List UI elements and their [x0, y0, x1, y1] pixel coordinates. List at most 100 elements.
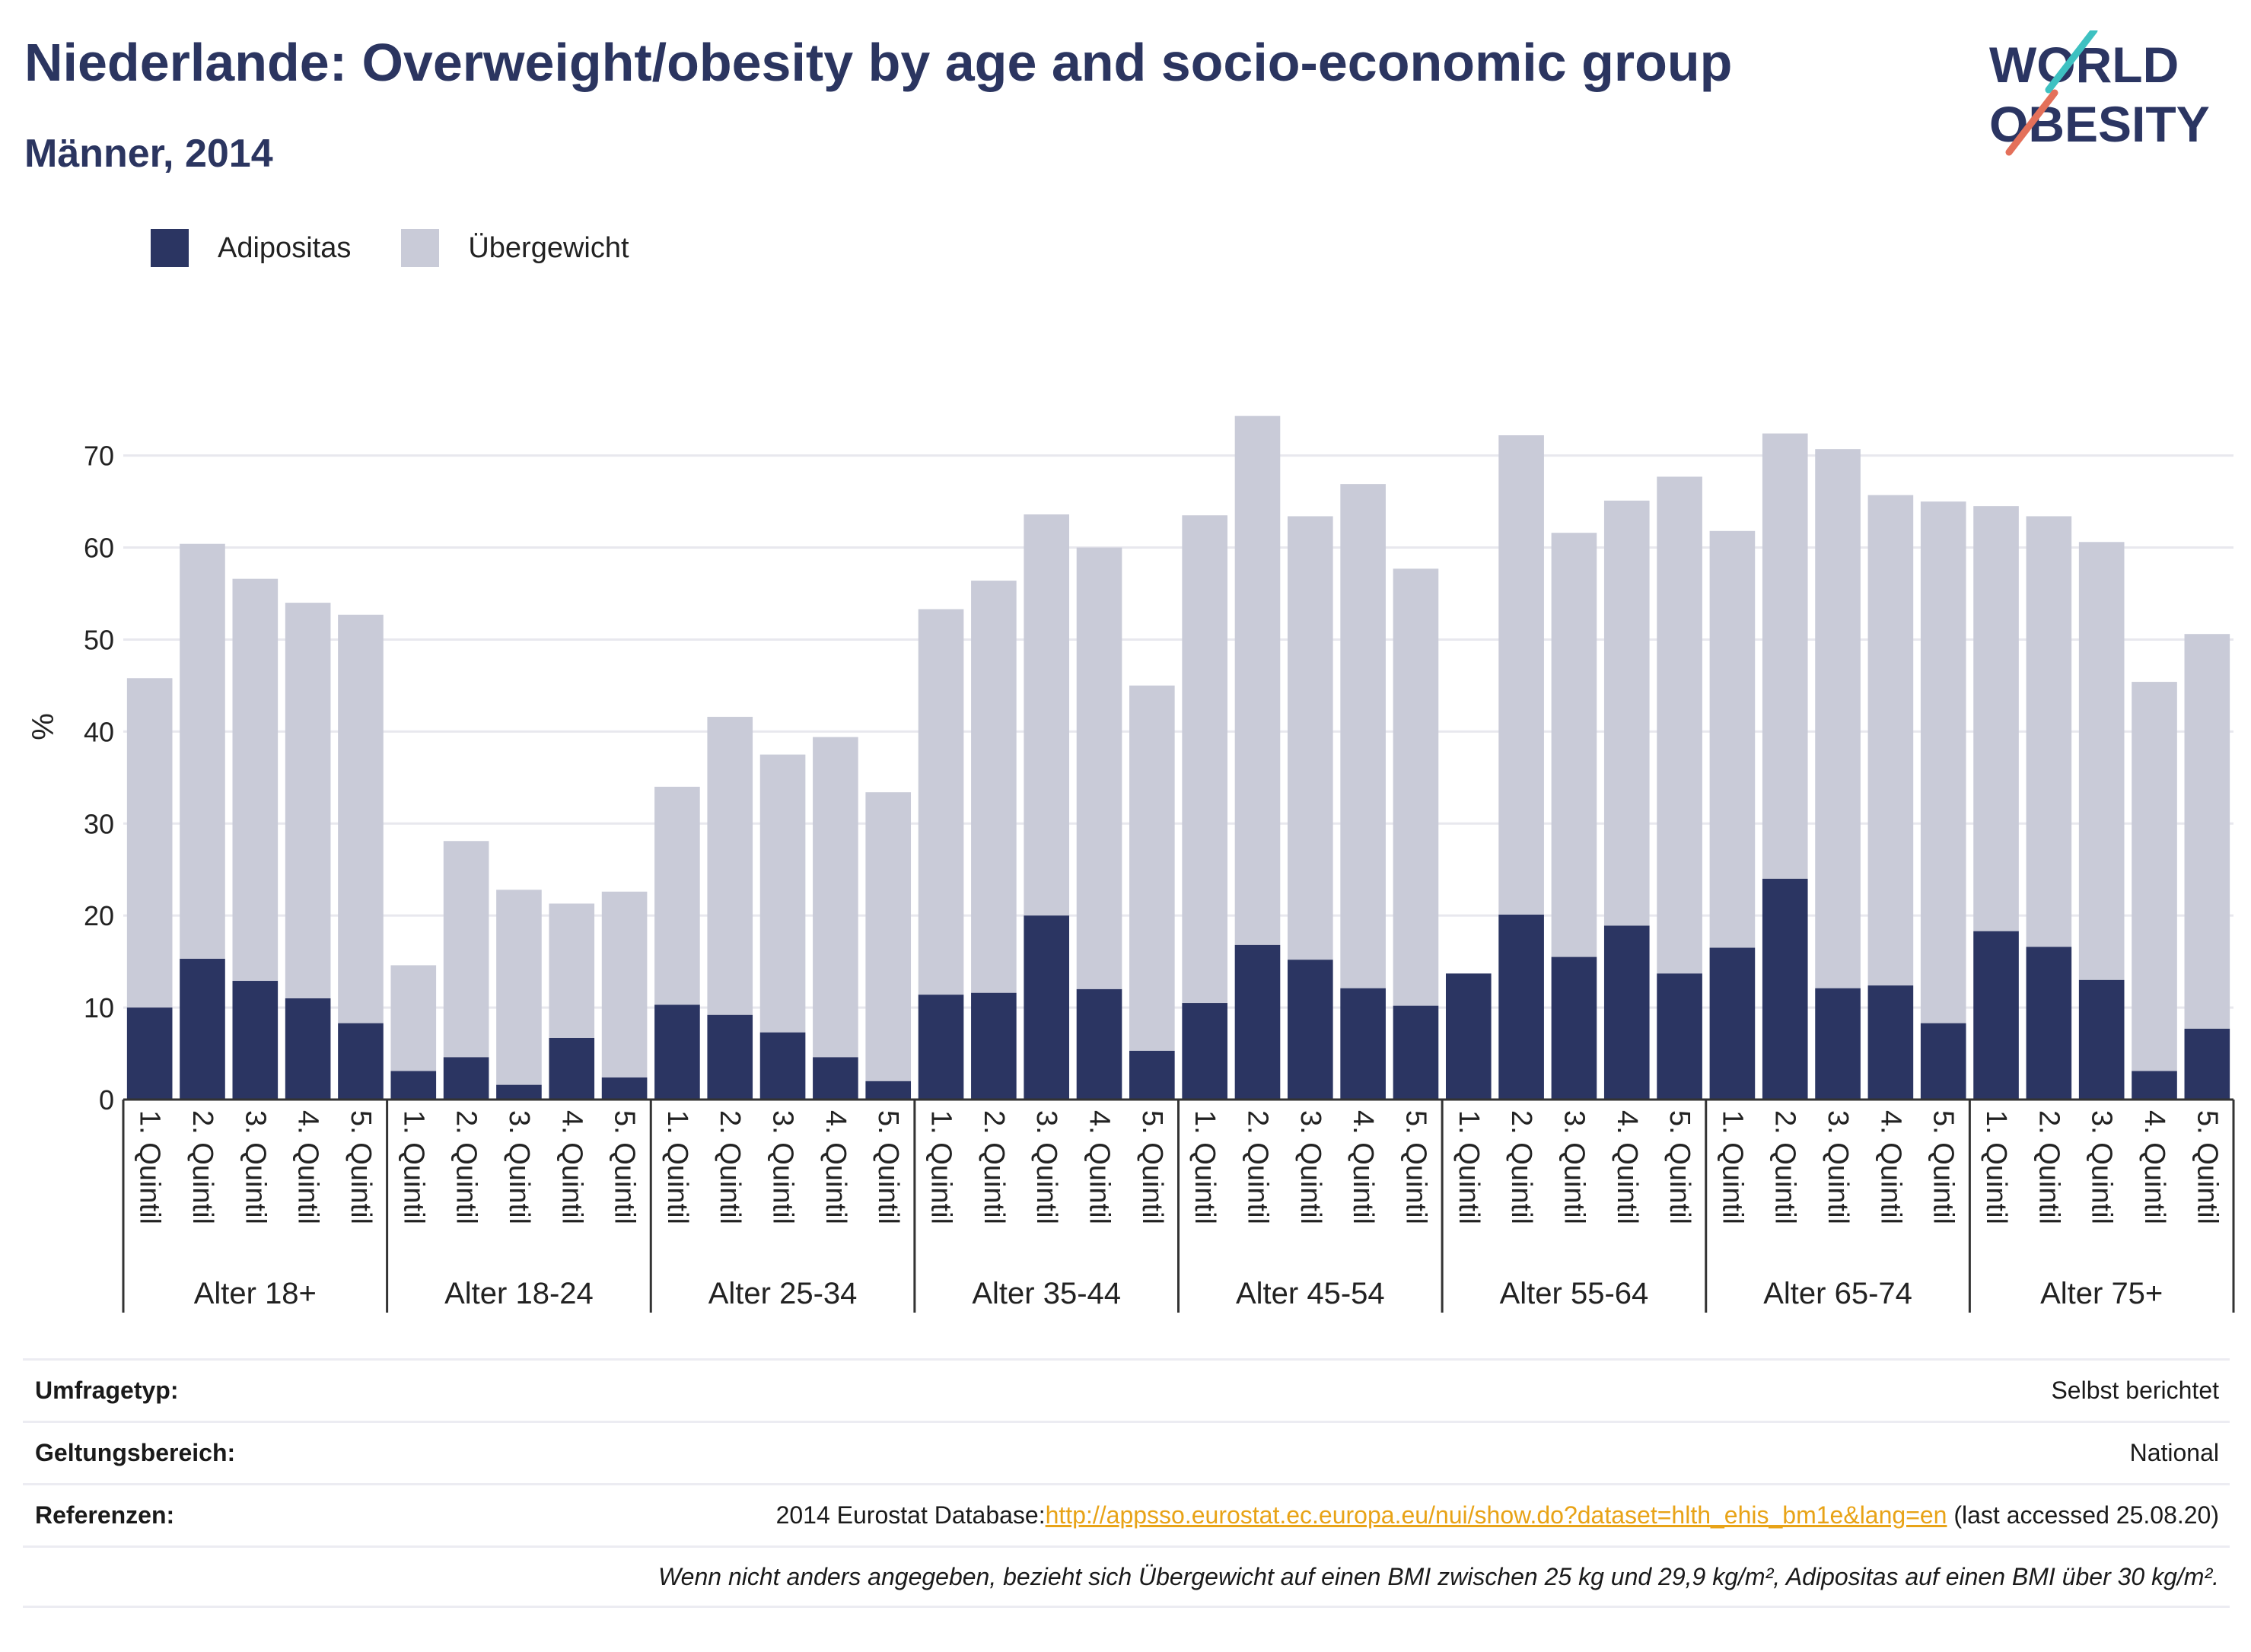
- x-tick-label: 3. Quintil: [1558, 1110, 1590, 1224]
- x-tick-label: 3. Quintil: [503, 1110, 535, 1224]
- bar-obesity: [1182, 1003, 1227, 1100]
- bar-obesity: [2184, 1028, 2230, 1100]
- bar-obesity: [338, 1023, 384, 1100]
- ref-prefix: 2014 Eurostat Database:: [775, 1501, 1046, 1529]
- bar-obesity: [126, 1007, 173, 1100]
- x-tick-label: 1. Quintil: [397, 1110, 429, 1224]
- scope-label: Geltungsbereich:: [35, 1439, 236, 1466]
- x-tick-label: 3. Quintil: [239, 1110, 271, 1224]
- ref-suffix: (last accessed 25.08.20): [1947, 1501, 2219, 1529]
- bar-obesity: [2078, 979, 2125, 1100]
- bar-obesity: [1867, 985, 1914, 1100]
- legend-label-overweight: Übergewicht: [468, 231, 629, 264]
- bar-obesity: [1603, 925, 1650, 1100]
- bar-obesity: [1762, 878, 1808, 1100]
- x-tick-label: 5. Quintil: [872, 1110, 904, 1224]
- definition-note: Wenn nicht anders angegeben, bezieht sic…: [658, 1562, 2219, 1590]
- bar-overweight: [865, 792, 912, 1081]
- bar-obesity: [390, 1071, 437, 1100]
- group-label: Alter 18+: [194, 1277, 317, 1310]
- bar-obesity: [1551, 957, 1597, 1100]
- x-tick-label: 2. Quintil: [186, 1110, 218, 1224]
- bar-obesity: [601, 1077, 648, 1100]
- info-row-survey: Umfragetyp: Selbst berichtet: [23, 1358, 2230, 1421]
- ref-link[interactable]: http://appsso.eurostat.ec.europa.eu/nui/…: [1045, 1501, 1947, 1529]
- x-tick-label: 2. Quintil: [714, 1110, 746, 1224]
- bar-chart: 0 10 20 30 40 50 60 70% 1. Quintil 2. Quintil 3. Q…: [27, 415, 2235, 1313]
- x-tick-label: 5. Quintil: [1136, 1110, 1168, 1224]
- bar-obesity: [443, 1057, 489, 1100]
- bar-obesity: [2026, 947, 2072, 1100]
- bar-obesity: [1288, 960, 1333, 1100]
- bar-overweight: [285, 603, 331, 998]
- x-tick-label: 1. Quintil: [1716, 1110, 1748, 1224]
- y-tick-label: 10: [84, 992, 114, 1023]
- bar-obesity: [1445, 973, 1492, 1100]
- y-tick-label: 40: [84, 716, 114, 747]
- x-tick-label: 3. Quintil: [1822, 1110, 1854, 1224]
- x-tick-label: 2. Quintil: [451, 1110, 482, 1224]
- bar-obesity: [654, 1004, 700, 1100]
- bar-overweight: [1498, 435, 1544, 915]
- bar-obesity: [865, 1081, 912, 1100]
- y-axis-label: %: [27, 713, 60, 740]
- y-tick-label: 50: [84, 624, 114, 655]
- logo-line2: OBESITY: [1989, 96, 2210, 152]
- legend-item-overweight[interactable]: Übergewicht: [401, 229, 629, 267]
- legend-swatch-obesity: [151, 229, 189, 267]
- bar-obesity: [1024, 915, 1069, 1100]
- bar-overweight: [707, 717, 753, 1015]
- bar-overweight: [1762, 433, 1808, 879]
- x-tick-label: 4. Quintil: [1874, 1110, 1906, 1224]
- bar-overweight: [1182, 515, 1227, 1004]
- y-tick-label: 0: [99, 1084, 114, 1116]
- bar-obesity: [918, 995, 964, 1100]
- bar-overweight: [1129, 685, 1175, 1051]
- bar-obesity: [759, 1032, 806, 1100]
- scope-value: National: [2129, 1439, 2219, 1466]
- x-tick-label: 4. Quintil: [820, 1110, 852, 1224]
- x-tick-label: 5. Quintil: [609, 1110, 641, 1224]
- bar-overweight: [1234, 415, 1281, 945]
- legend: Adipositas Übergewicht: [151, 225, 680, 271]
- y-tick-label: 30: [84, 808, 114, 839]
- chart-subtitle: Männer, 2014: [24, 132, 273, 176]
- bar-overweight: [126, 678, 173, 1008]
- bar-obesity: [2132, 1071, 2177, 1100]
- chart-title: Niederlande: Overweight/obesity by age a…: [24, 33, 1733, 92]
- bar-overweight: [549, 903, 595, 1038]
- bar-obesity: [1129, 1050, 1175, 1100]
- bar-obesity: [232, 981, 279, 1100]
- x-tick-label: 2. Quintil: [978, 1110, 1010, 1224]
- legend-item-obesity[interactable]: Adipositas: [151, 229, 351, 267]
- group-label: Alter 18-24: [444, 1277, 594, 1310]
- bar-overweight: [1920, 501, 1966, 1023]
- legend-label-obesity: Adipositas: [218, 231, 352, 264]
- bar-overweight: [390, 965, 437, 1071]
- bar-overweight: [654, 786, 700, 1005]
- x-tick-label: 3. Quintil: [767, 1110, 799, 1224]
- bar-obesity: [1234, 944, 1281, 1100]
- bar-overweight: [601, 891, 648, 1077]
- x-tick-label: 5. Quintil: [345, 1110, 377, 1224]
- bar-obesity: [496, 1084, 542, 1100]
- x-tick-label: 2. Quintil: [1505, 1110, 1537, 1224]
- bar-obesity: [813, 1057, 858, 1100]
- group-label: Alter 35-44: [972, 1277, 1121, 1310]
- bar-obesity: [1340, 988, 1386, 1100]
- bar-overweight: [1867, 495, 1914, 986]
- bar-overweight: [180, 543, 225, 960]
- bar-overweight: [918, 609, 964, 995]
- bar-obesity: [1657, 973, 1702, 1100]
- bar-obesity: [1815, 988, 1861, 1100]
- bar-obesity: [971, 992, 1017, 1100]
- bar-obesity: [1920, 1023, 1966, 1100]
- x-tick-label: 1. Quintil: [1980, 1110, 2012, 1224]
- group-label: Alter 75+: [2040, 1277, 2163, 1310]
- bar-overweight: [1551, 533, 1597, 957]
- bar-overweight: [1815, 449, 1861, 988]
- bar-overweight: [971, 581, 1017, 993]
- x-tick-label: 4. Quintil: [292, 1110, 324, 1224]
- world-obesity-logo: WORLD OBESITY: [1989, 30, 2210, 156]
- bar-obesity: [1973, 931, 2019, 1100]
